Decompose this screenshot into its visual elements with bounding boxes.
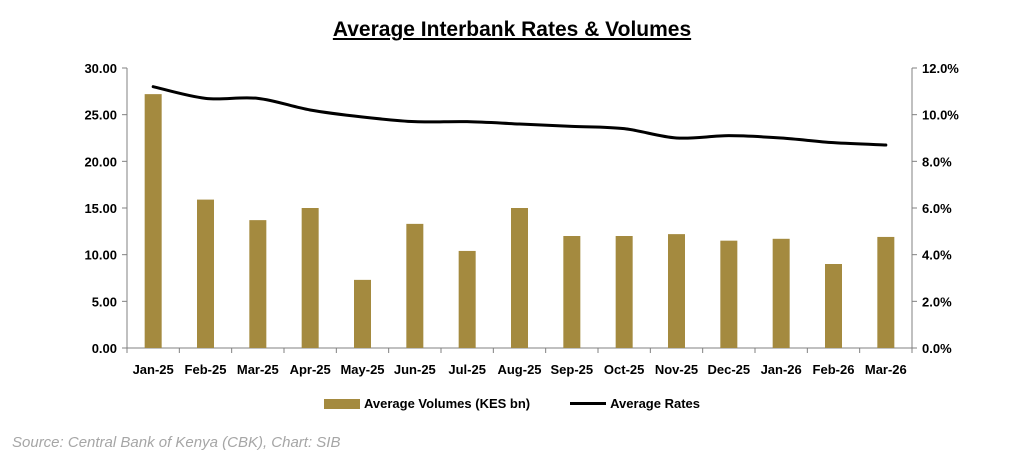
left-tick-label: 20.00 — [84, 154, 117, 169]
volume-bar — [144, 94, 162, 348]
x-tick-label: Jun-25 — [394, 362, 436, 377]
x-tick-label: Jan-26 — [761, 362, 802, 377]
right-tick-label: 4.0% — [922, 248, 952, 263]
right-tick-label: 12.0% — [922, 61, 959, 76]
x-tick-label: May-25 — [340, 362, 384, 377]
legend-volumes: Average Volumes (KES bn) — [323, 396, 531, 411]
x-tick-label: Oct-25 — [604, 362, 644, 377]
left-tick-label: 30.00 — [84, 61, 117, 76]
volume-bar — [668, 234, 685, 348]
left-tick-label: 10.00 — [84, 248, 117, 263]
x-tick-label: Jul-25 — [448, 362, 486, 377]
right-tick-label: 0.0% — [922, 341, 952, 356]
rates-line — [151, 85, 888, 147]
x-tick-label: Aug-25 — [497, 362, 541, 377]
legend-rates-label: Average Rates — [610, 396, 700, 411]
volume-bar — [511, 208, 528, 348]
volume-bar — [563, 236, 581, 348]
x-tick-label: Feb-25 — [185, 362, 227, 377]
x-tick-label: Jan-25 — [133, 362, 174, 377]
volume-bar — [197, 199, 214, 348]
right-tick-label: 10.0% — [922, 108, 959, 123]
volume-bar — [825, 264, 842, 348]
x-tick-label: Mar-26 — [865, 362, 907, 377]
right-tick-label: 8.0% — [922, 154, 952, 169]
volume-bar — [301, 208, 319, 348]
volume-bar — [458, 250, 476, 348]
left-tick-label: 5.00 — [92, 294, 117, 309]
x-tick-label: Apr-25 — [290, 362, 331, 377]
x-tick-label: Sep-25 — [551, 362, 594, 377]
left-tick-label: 25.00 — [84, 108, 117, 123]
volume-bar — [720, 240, 738, 348]
volume-bar — [354, 279, 371, 348]
x-tick-label: Nov-25 — [655, 362, 698, 377]
volume-bar — [249, 220, 267, 348]
left-tick-label: 15.00 — [84, 201, 117, 216]
volume-bar — [406, 223, 424, 348]
x-tick-label: Mar-25 — [237, 362, 279, 377]
x-tick-label: Dec-25 — [708, 362, 751, 377]
right-tick-label: 6.0% — [922, 201, 952, 216]
volume-bar — [772, 238, 790, 348]
legend-volumes-label: Average Volumes (KES bn) — [363, 396, 531, 411]
right-tick-label: 2.0% — [922, 294, 952, 309]
legend-bar-swatch — [323, 398, 360, 409]
volume-bar — [615, 236, 633, 348]
x-tick-label: Feb-26 — [813, 362, 855, 377]
legend-line-swatch — [570, 402, 607, 405]
left-tick-label: 0.00 — [92, 341, 117, 356]
volume-bar — [877, 236, 895, 348]
chart-title: Average Interbank Rates & Volumes — [332, 18, 692, 41]
legend-rates: Average Rates — [570, 396, 700, 411]
legend: Average Volumes (KES bn) Average Rates — [0, 396, 1024, 411]
source-note: Source: Central Bank of Kenya (CBK), Cha… — [12, 434, 341, 451]
